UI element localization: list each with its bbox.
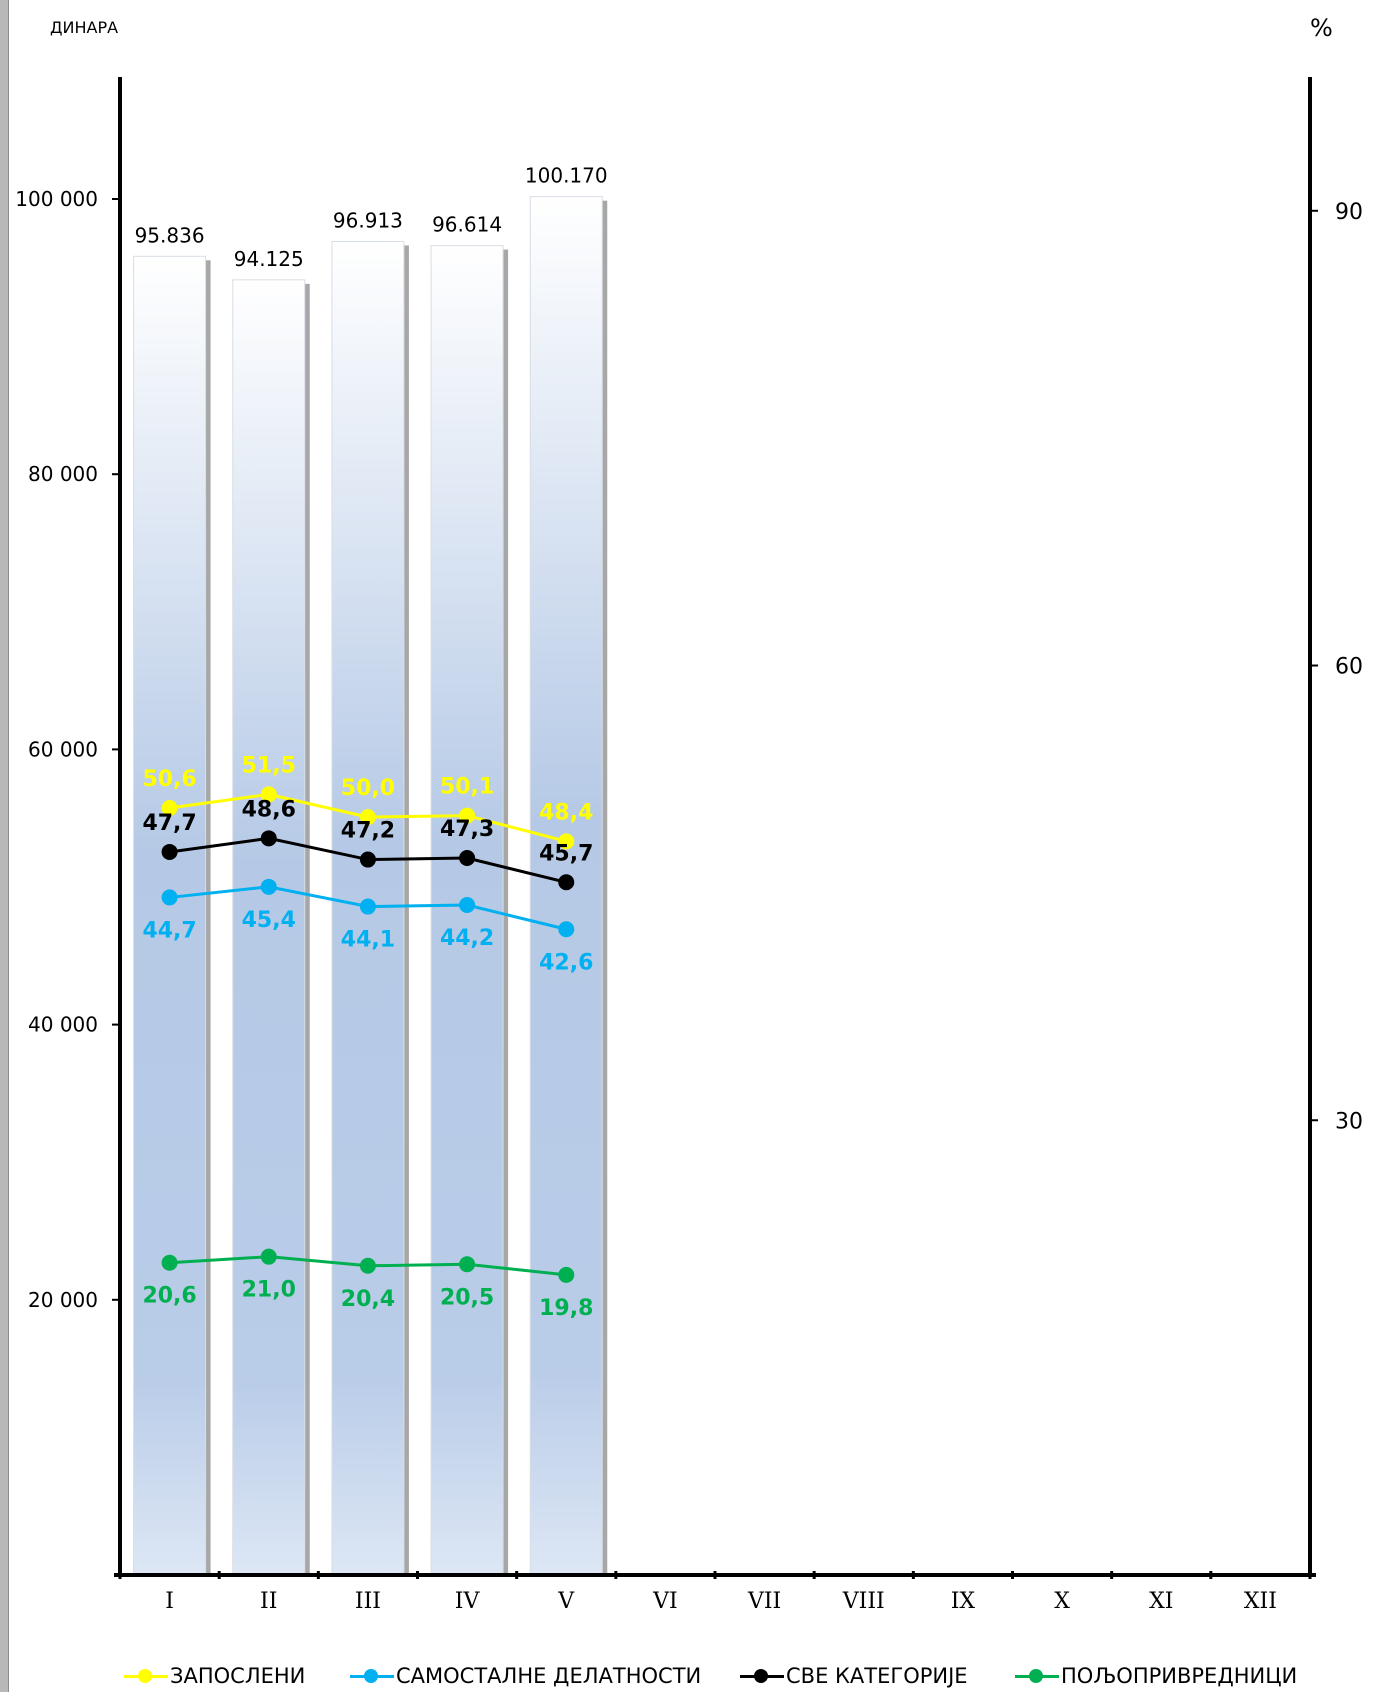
- series-point: [558, 874, 575, 891]
- legend-label: ЗАПОСЛЕНИ: [170, 1664, 306, 1688]
- legend-swatch: [350, 1666, 394, 1686]
- series-value-label: 42,6: [539, 950, 593, 975]
- series-value-label: 20,6: [142, 1284, 196, 1309]
- legend-item: САМОСТАЛНЕ ДЕЛАТНОСТИ: [350, 1664, 701, 1688]
- left-frame-border: [0, 0, 9, 1692]
- series-point: [359, 898, 376, 915]
- series-point: [459, 807, 476, 824]
- bar: [232, 279, 306, 1576]
- chart-legend: ЗАПОСЛЕНИ САМОСТАЛНЕ ДЕЛАТНОСТИ СВЕ КАТЕГО…: [0, 1664, 1381, 1692]
- series-value-label: 50,1: [440, 775, 494, 800]
- series-point: [260, 830, 277, 847]
- series-point: [260, 1248, 277, 1265]
- legend-item: ПОЉОПРИВРЕДНИЦИ: [1015, 1664, 1297, 1688]
- x-tick-label: VIII: [842, 1589, 885, 1614]
- series-point: [161, 800, 178, 817]
- legend-swatch: [1015, 1666, 1059, 1686]
- series-value-label: 50,6: [142, 767, 196, 792]
- series-point: [359, 851, 376, 868]
- bars-layer: [133, 196, 608, 1576]
- series-value-label: 20,4: [341, 1287, 395, 1312]
- series-value-label: 50,0: [341, 776, 395, 801]
- y-right-tick-label: 30: [1335, 1109, 1363, 1134]
- bar-value-label: 95.836: [135, 223, 205, 247]
- series-point: [161, 1254, 178, 1271]
- bar: [133, 255, 207, 1576]
- series-value-label: 51,5: [242, 753, 296, 778]
- bar-value-label: 100.170: [525, 164, 608, 188]
- axes-layer: [112, 77, 1318, 1579]
- series-point: [359, 809, 376, 826]
- x-tick-label: I: [165, 1589, 174, 1614]
- series-value-label: 48,6: [242, 797, 296, 822]
- legend-label: ПОЉОПРИВРЕДНИЦИ: [1061, 1664, 1298, 1688]
- legend-swatch: [124, 1666, 168, 1686]
- left-axis-unit: ДИНАРА: [50, 18, 119, 37]
- bar-value-label: 94.125: [234, 247, 304, 271]
- y-right-tick-label: 60: [1335, 655, 1363, 680]
- right-axis-unit: %: [1310, 14, 1333, 42]
- x-tick-label: VII: [747, 1589, 781, 1614]
- series-value-label: 44,2: [440, 926, 494, 951]
- lines-layer: [161, 786, 575, 1283]
- y-left-tick-label: 60 000: [28, 737, 98, 761]
- x-tick-label: IV: [455, 1589, 481, 1614]
- series-point: [558, 921, 575, 938]
- x-tick-label: XI: [1149, 1589, 1173, 1614]
- y-left-tick-label: 100 000: [15, 187, 98, 211]
- series-point: [558, 1266, 575, 1283]
- legend-label: СВЕ КАТЕГОРИЈЕ: [786, 1664, 968, 1688]
- series-point: [359, 1257, 376, 1274]
- series-point: [161, 843, 178, 860]
- x-tick-label: VI: [652, 1589, 678, 1614]
- series-value-label: 47,7: [142, 811, 196, 836]
- x-tick-label: V: [557, 1589, 575, 1614]
- y-left-tick-label: 20 000: [28, 1288, 98, 1312]
- bar-value-label: 96.913: [333, 208, 403, 232]
- series-point: [260, 878, 277, 895]
- series-point: [558, 833, 575, 850]
- x-tick-label: X: [1054, 1589, 1070, 1614]
- legend-item: СВЕ КАТЕГОРИЈЕ: [740, 1664, 968, 1688]
- series-value-label: 48,4: [539, 800, 593, 825]
- series-point: [260, 786, 277, 803]
- x-tick-label: II: [260, 1589, 277, 1614]
- legend-item: ЗАПОСЛЕНИ: [124, 1664, 305, 1688]
- series-point: [459, 897, 476, 914]
- y-left-tick-label: 80 000: [28, 462, 98, 486]
- series-value-label: 44,1: [341, 928, 395, 953]
- series-value-label: 45,4: [242, 908, 296, 933]
- series-value-label: 47,3: [440, 817, 494, 842]
- y-left-tick-label: 40 000: [28, 1013, 98, 1037]
- legend-label: САМОСТАЛНЕ ДЕЛАТНОСТИ: [396, 1664, 702, 1688]
- x-tick-label: XII: [1244, 1589, 1277, 1614]
- x-tick-label: IX: [951, 1589, 976, 1614]
- x-tick-label: III: [355, 1589, 381, 1614]
- series-value-label: 19,8: [539, 1296, 593, 1321]
- series-point: [459, 1256, 476, 1273]
- series-value-label: 47,2: [341, 819, 395, 844]
- series-value-label: 20,5: [440, 1285, 494, 1310]
- series-value-label: 45,7: [539, 841, 593, 866]
- legend-swatch: [740, 1666, 784, 1686]
- series-value-label: 21,0: [242, 1278, 296, 1303]
- series-value-label: 44,7: [142, 918, 196, 943]
- series-point: [459, 850, 476, 867]
- bar-value-label: 96.614: [432, 213, 502, 237]
- y-right-tick-label: 90: [1335, 200, 1363, 225]
- series-point: [161, 889, 178, 906]
